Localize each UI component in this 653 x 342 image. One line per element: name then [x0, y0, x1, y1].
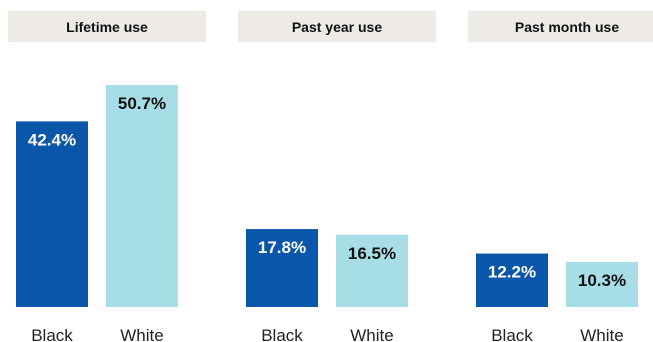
- value-label-2-1: 10.3%: [578, 271, 626, 290]
- panel-title-1: Past year use: [292, 19, 382, 35]
- category-label-2-0: Black: [491, 326, 533, 342]
- bar-0-0: [16, 121, 88, 307]
- bar-1-0: [246, 229, 318, 307]
- panel-title-2: Past month use: [515, 19, 619, 35]
- category-label-1-0: Black: [261, 326, 303, 342]
- value-label-2-0: 12.2%: [488, 263, 536, 282]
- panel-header-0: [8, 11, 206, 42]
- value-label-0-0: 42.4%: [28, 130, 76, 149]
- bar-1-1: [336, 234, 408, 307]
- category-label-0-0: Black: [31, 326, 73, 342]
- category-label-1-1: White: [350, 326, 393, 342]
- category-label-0-1: White: [120, 326, 163, 342]
- category-label-2-1: White: [580, 326, 623, 342]
- value-label-1-1: 16.5%: [348, 244, 396, 263]
- panel-1: Past year use 17.8% Black 16.5% White: [238, 11, 436, 342]
- panel-2: Past month use 12.2% Black 10.3% White: [468, 11, 653, 342]
- bar-0-1: [106, 85, 178, 307]
- value-label-1-0: 17.8%: [258, 238, 306, 257]
- value-label-0-1: 50.7%: [118, 94, 166, 113]
- bar-2-1: [566, 261, 638, 307]
- panel-header-2: [468, 11, 653, 42]
- bar-2-0: [476, 253, 548, 307]
- panel-0: Lifetime use 42.4% Black 50.7% White: [8, 11, 206, 342]
- panel-header-1: [238, 11, 436, 42]
- panel-title-0: Lifetime use: [66, 19, 148, 35]
